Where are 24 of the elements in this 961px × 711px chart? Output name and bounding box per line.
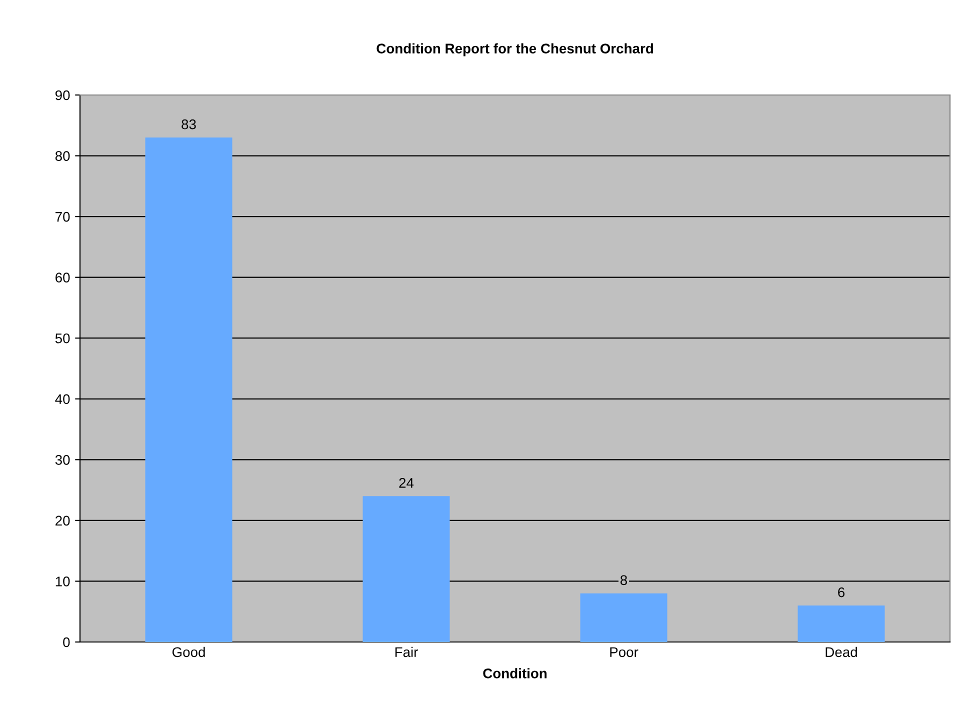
x-tick-label: Dead (826, 646, 857, 658)
chart-title: Condition Report for the Chesnut Orchard (376, 43, 653, 56)
bar (580, 593, 668, 642)
x-axis-title: Condition (483, 668, 547, 678)
bar (798, 606, 885, 642)
data-label: 6 (838, 587, 844, 598)
y-tick-label: 70 (56, 212, 70, 222)
y-tick-label: 80 (55, 151, 70, 161)
bar (145, 138, 232, 642)
y-tick-label: 50 (55, 333, 70, 344)
y-tick-label: 30 (55, 455, 70, 465)
x-tick-label: Poor (610, 647, 638, 658)
y-tick-label: 20 (56, 516, 70, 526)
bar (362, 496, 450, 642)
y-tick-label: 60 (56, 272, 70, 283)
y-tick-label: 0 (63, 637, 70, 648)
x-tick-label: Fair (395, 646, 418, 658)
data-label: 83 (182, 119, 196, 130)
y-tick-label: 10 (56, 576, 70, 586)
data-label: 24 (399, 478, 414, 488)
y-tick-label: 40 (55, 394, 70, 404)
data-label: 8 (620, 575, 628, 586)
y-tick-label: 90 (55, 90, 70, 100)
x-tick-label: Good (172, 646, 205, 658)
